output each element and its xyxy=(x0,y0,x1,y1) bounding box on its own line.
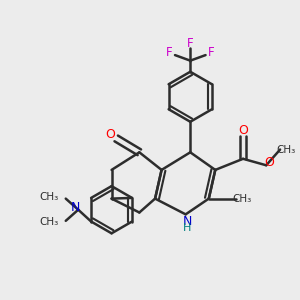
Text: O: O xyxy=(106,128,116,141)
Text: O: O xyxy=(264,156,274,169)
Text: CH₃: CH₃ xyxy=(40,217,59,227)
Text: CH₃: CH₃ xyxy=(232,194,251,204)
Text: N: N xyxy=(182,215,192,228)
Text: O: O xyxy=(238,124,248,136)
Text: F: F xyxy=(208,46,214,59)
Text: CH₃: CH₃ xyxy=(277,145,296,154)
Text: F: F xyxy=(187,37,194,50)
Text: F: F xyxy=(166,46,173,59)
Text: H: H xyxy=(183,223,191,233)
Text: CH₃: CH₃ xyxy=(40,192,59,202)
Text: N: N xyxy=(71,201,80,214)
